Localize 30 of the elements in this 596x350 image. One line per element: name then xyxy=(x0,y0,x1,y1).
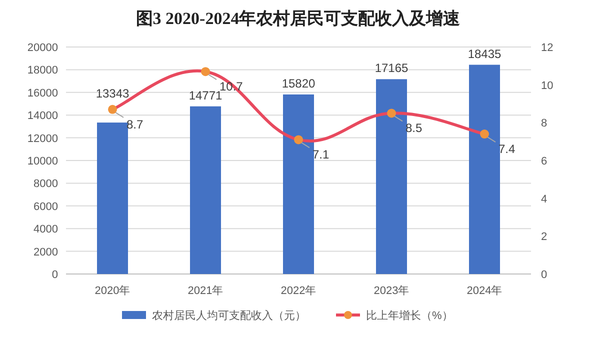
y-tick-label: 0 xyxy=(52,269,58,281)
y-tick-label: 12000 xyxy=(27,132,58,145)
legend-label: 比上年增长（%） xyxy=(366,309,453,322)
y-tick-label: 14000 xyxy=(27,110,58,122)
chart-title: 图3 2020-2024年农村居民可支配收入及增速 xyxy=(136,9,460,28)
y-tick-label: 2000 xyxy=(34,246,58,258)
y2-tick-label: 12 xyxy=(541,42,554,54)
y-tick-label: 20000 xyxy=(27,42,58,54)
y-tick-label: 8000 xyxy=(34,178,58,190)
x-tick-label: 2024年 xyxy=(466,285,502,297)
legend-label: 农村居民人均可支配收入（元） xyxy=(152,309,306,322)
y-tick-label: 10000 xyxy=(27,156,58,168)
x-tick-label: 2022年 xyxy=(280,285,316,297)
x-tick-label: 2023年 xyxy=(374,285,410,297)
y2-tick-label: 10 xyxy=(541,80,554,92)
y2-tick-label: 2 xyxy=(541,231,548,244)
y2-tick-label: 8 xyxy=(541,118,548,130)
data-label: 17165 xyxy=(374,61,409,76)
y-tick-label: 18000 xyxy=(27,64,58,77)
x-tick-label: 2021年 xyxy=(188,285,224,297)
y2-tick-label: 4 xyxy=(541,193,548,206)
y-tick-label: 6000 xyxy=(34,200,58,213)
y2-tick-label: 6 xyxy=(541,156,548,168)
y-tick-label: 16000 xyxy=(27,87,58,100)
x-tick-label: 2020年 xyxy=(94,285,130,297)
data-label: 15820 xyxy=(282,76,316,90)
data-label: 18435 xyxy=(468,46,502,61)
y2-tick-label: 0 xyxy=(541,269,548,281)
data-label: 13343 xyxy=(96,86,130,100)
y-tick-label: 4000 xyxy=(34,224,58,236)
